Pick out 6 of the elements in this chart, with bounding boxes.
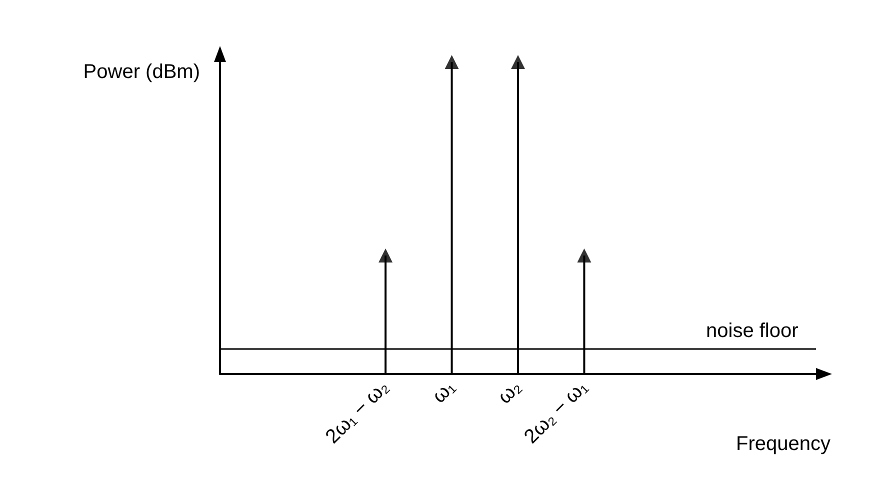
- x-tick-label: 2ω₁ − ω₂: [321, 376, 394, 448]
- y-axis-title: Power (dBm): [83, 61, 200, 83]
- ref-line-label: noise floor: [706, 320, 799, 342]
- x-tick-label: ω₂: [494, 376, 526, 408]
- x-axis-title: Frequency: [736, 433, 830, 455]
- x-tick-label: ω₁: [428, 376, 460, 408]
